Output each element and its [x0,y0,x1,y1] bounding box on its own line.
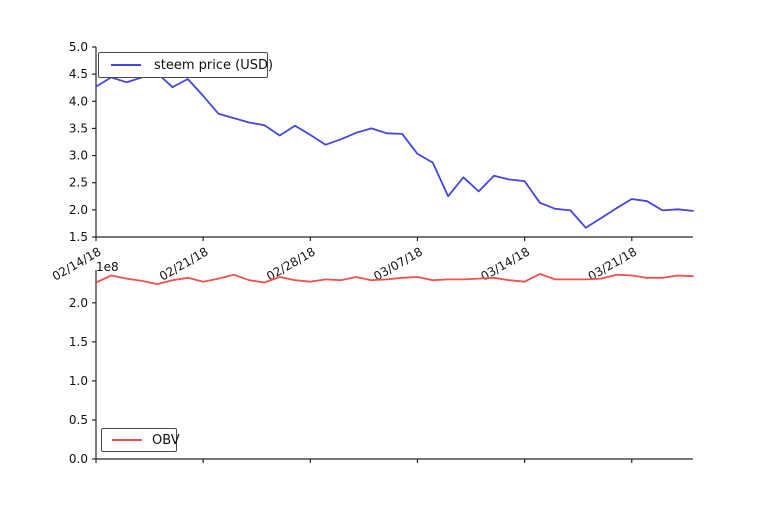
y-tick-label: 1.5 [69,230,88,244]
y-tick-label: 1.5 [69,335,88,349]
y-tick-label: 4.0 [69,94,88,108]
legend-steem-price: steem price (USD) [98,52,273,78]
y-tick-label: 2.5 [69,176,88,190]
x-tick-label: 03/21/18 [586,244,640,283]
y-tick-label: 1.0 [69,374,88,388]
y-tick-label: 2.0 [69,203,88,217]
legend-label-steem-price: steem price (USD) [154,57,274,73]
y-tick-label: 0.5 [69,413,88,427]
legend-label-obv: OBV [152,432,180,448]
y-axis-offset-label: 1e8 [96,260,119,274]
x-tick-label: 02/28/18 [264,244,318,283]
y-tick-label: 5.0 [69,40,88,54]
obv-line [95,272,694,286]
legend-line-sample-red [112,439,142,441]
legend-line-sample-blue [111,64,141,66]
y-tick-label: 4.5 [69,67,88,81]
steem-price-line [95,72,694,229]
legend-obv: OBV [101,428,180,452]
y-tick-label: 2.0 [69,296,88,310]
y-tick-label: 3.0 [69,149,88,163]
y-tick-label: 0.0 [69,452,88,466]
y-tick-label: 3.5 [69,121,88,135]
